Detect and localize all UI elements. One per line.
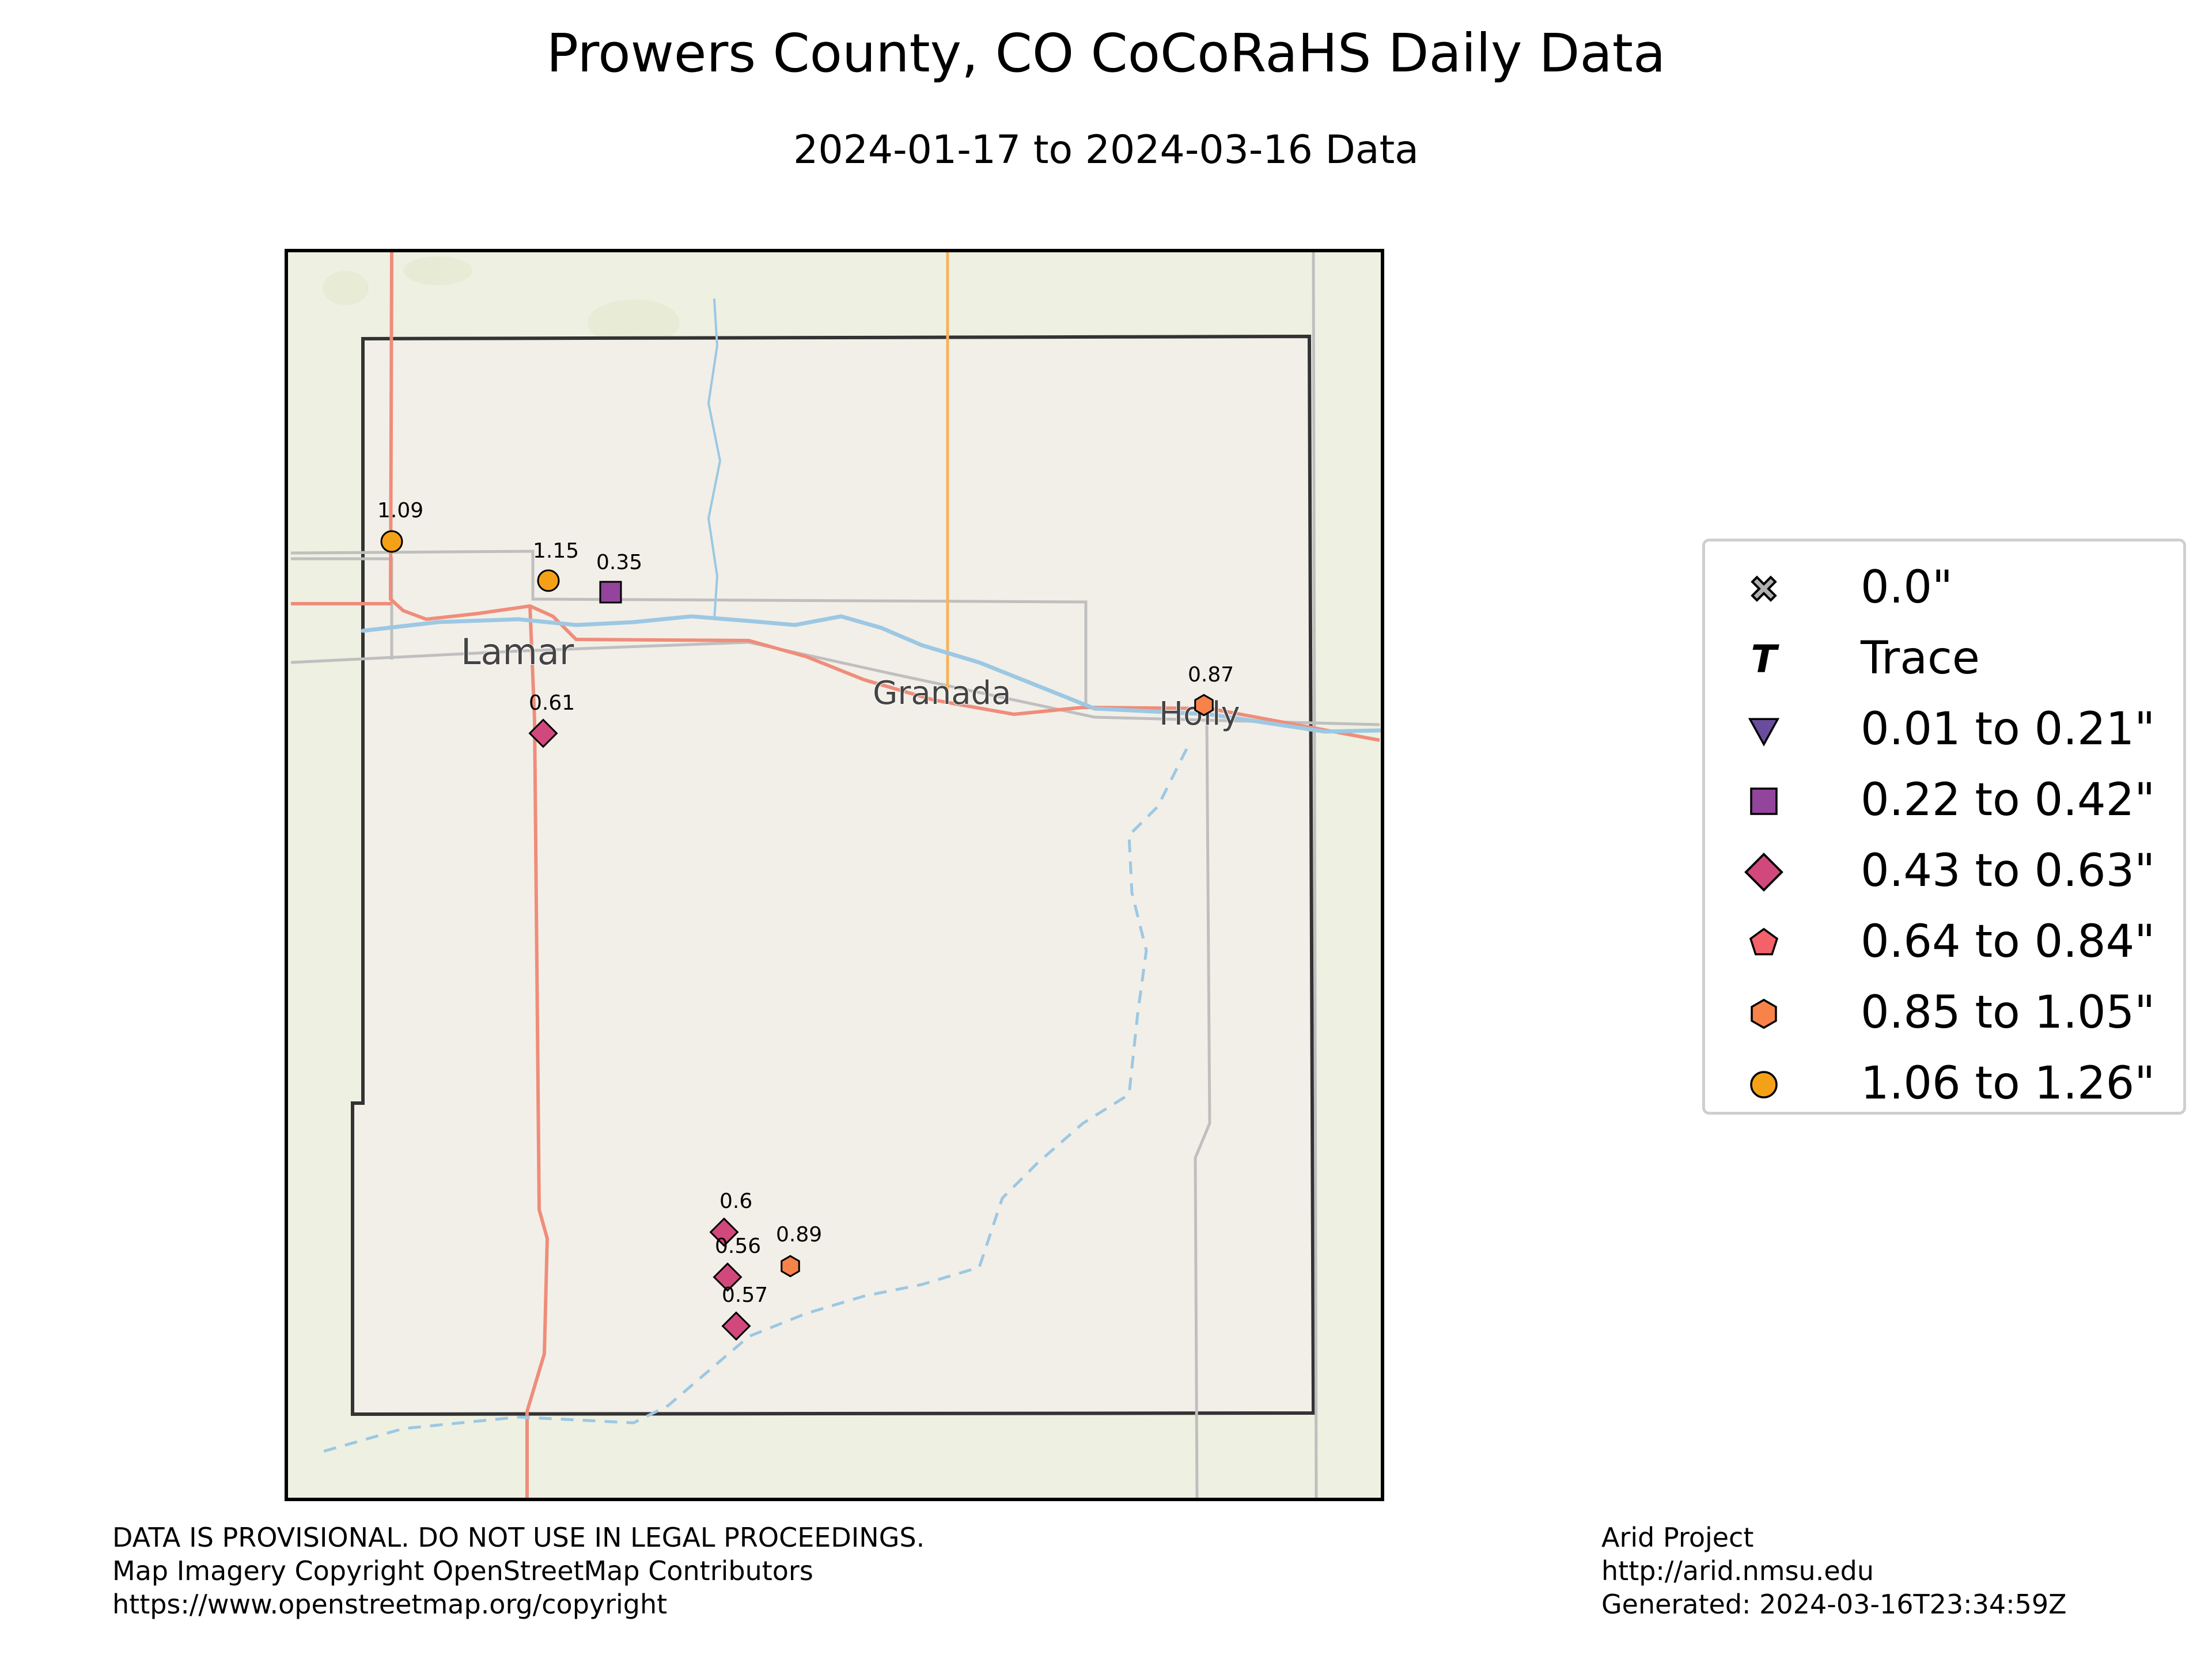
station-value-label: 0.89 bbox=[776, 1223, 822, 1247]
station-marker: 0.56 bbox=[713, 1234, 761, 1292]
legend-label: 0.43 to 0.63" bbox=[1861, 845, 2156, 897]
chart-title: Prowers County, CO CoCoRaHS Daily Data bbox=[546, 22, 1666, 84]
station-marker: 0.6 bbox=[709, 1190, 752, 1247]
station-hexagon-symbol bbox=[781, 1255, 800, 1278]
rivers bbox=[361, 298, 1382, 734]
chart-subtitle: 2024-01-17 to 2024-03-16 Data bbox=[793, 127, 1419, 173]
legend-triangle-down-icon bbox=[1748, 718, 1780, 747]
station-diamond-symbol bbox=[721, 1311, 751, 1341]
station-value-label: 0.87 bbox=[1188, 663, 1234, 687]
legend-label: 0.64 to 0.84" bbox=[1861, 916, 2156, 968]
legend: 0.0" T Trace 0.01 to 0.21" 0.22 to 0.42" 0.43… bbox=[1702, 539, 2186, 1115]
footer-left: DATA IS PROVISIONAL. DO NOT USE IN LEGAL… bbox=[112, 1521, 925, 1621]
station-marker: 0.57 bbox=[721, 1283, 768, 1341]
legend-item: 0.64 to 0.84" bbox=[1705, 907, 2183, 978]
legend-item: 0.01 to 0.21" bbox=[1705, 695, 2183, 765]
legend-label: 0.01 to 0.21" bbox=[1861, 703, 2156, 755]
highways bbox=[291, 250, 1380, 1498]
legend-label: 0.22 to 0.42" bbox=[1861, 774, 2156, 826]
svg-text:T: T bbox=[1751, 637, 1779, 681]
town-label-granada: Granada bbox=[873, 675, 1011, 712]
station-marker: 0.89 bbox=[776, 1223, 822, 1278]
county-boundary bbox=[351, 334, 1316, 1416]
station-circle-symbol bbox=[380, 530, 403, 553]
station-marker: 1.15 bbox=[533, 539, 579, 592]
footer-disclaimer: DATA IS PROVISIONAL. DO NOT USE IN LEGAL… bbox=[112, 1522, 925, 1553]
station-marker: 0.61 bbox=[528, 691, 575, 748]
footer-map-copyright: Map Imagery Copyright OpenStreetMap Cont… bbox=[112, 1555, 813, 1586]
legend-item: 0.43 to 0.63" bbox=[1705, 836, 2183, 907]
legend-label: Trace bbox=[1861, 632, 1980, 684]
station-value-label: 0.56 bbox=[715, 1234, 761, 1258]
minor-roads bbox=[290, 250, 1380, 1498]
station-value-label: 0.35 bbox=[596, 551, 642, 574]
legend-item: T Trace bbox=[1705, 624, 2183, 694]
town-label-lamar: Lamar bbox=[461, 631, 574, 673]
station-value-label: 0.6 bbox=[719, 1190, 752, 1213]
station-value-label: 1.09 bbox=[377, 499, 423, 522]
station-circle-symbol bbox=[537, 569, 560, 592]
legend-square-icon bbox=[1750, 787, 1778, 815]
station-marker: 0.35 bbox=[596, 551, 642, 604]
legend-label: 0.0" bbox=[1861, 562, 1953, 613]
station-square-symbol bbox=[599, 581, 622, 604]
legend-T-icon: T bbox=[1751, 637, 1779, 681]
legend-label: 1.06 to 1.26" bbox=[1861, 1058, 2156, 1109]
station-marker: 1.09 bbox=[377, 499, 423, 553]
legend-pentagon-icon bbox=[1749, 927, 1779, 956]
footer-generated: Generated: 2024-03-16T23:34:59Z bbox=[1601, 1589, 2067, 1620]
legend-diamond-icon bbox=[1744, 853, 1783, 892]
legend-item: 1.06 to 1.26" bbox=[1705, 1049, 2183, 1119]
station-marker: 0.87 bbox=[1188, 663, 1234, 717]
station-diamond-symbol bbox=[528, 718, 558, 748]
legend-label: 0.85 to 1.05" bbox=[1861, 987, 2156, 1039]
map-frame bbox=[285, 249, 1384, 1501]
legend-hexagon-icon bbox=[1751, 998, 1777, 1029]
legend-item: 0.0" bbox=[1705, 553, 2183, 623]
footer-copyright-url: https://www.openstreetmap.org/copyright bbox=[112, 1589, 668, 1620]
station-markers: 1.09 1.15 0.35 0.61 0.87 0.6 0.56 0.89 0.57 bbox=[377, 499, 1234, 1341]
legend-item: 0.22 to 0.42" bbox=[1705, 766, 2183, 836]
legend-item: 0.85 to 1.05" bbox=[1705, 978, 2183, 1048]
footer-project: Arid Project bbox=[1601, 1522, 1754, 1553]
legend-x-icon bbox=[1751, 575, 1777, 602]
footer-right: Arid Project http://arid.nmsu.edu Genera… bbox=[1601, 1521, 2067, 1621]
station-value-label: 0.61 bbox=[529, 691, 575, 715]
footer-project-url: http://arid.nmsu.edu bbox=[1601, 1555, 1874, 1586]
station-diamond-symbol bbox=[709, 1217, 739, 1247]
station-hexagon-symbol bbox=[1194, 694, 1214, 717]
station-value-label: 0.57 bbox=[722, 1283, 768, 1307]
station-value-label: 1.15 bbox=[533, 539, 579, 563]
legend-circle-icon bbox=[1750, 1071, 1778, 1099]
intermittent-creek bbox=[322, 748, 1188, 1453]
station-diamond-symbol bbox=[713, 1262, 743, 1292]
